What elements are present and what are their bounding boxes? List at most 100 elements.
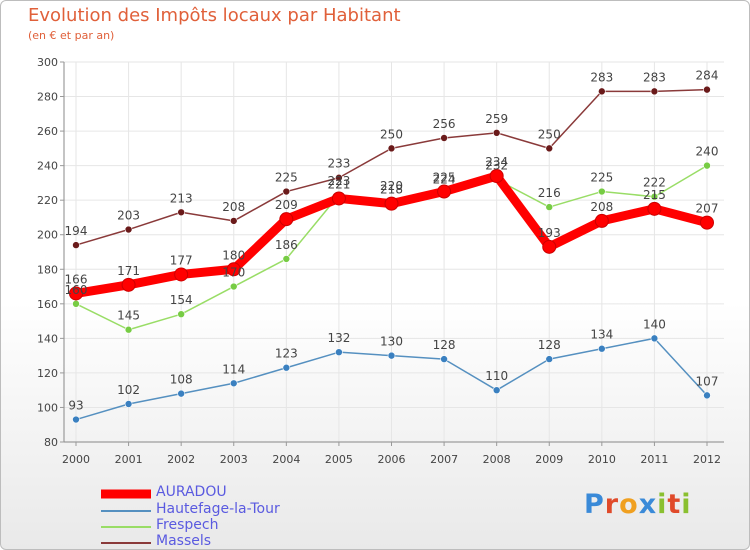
point-auradou (594, 213, 609, 228)
y-tick-label: 280 (37, 91, 58, 104)
data-label-auradou: 208 (590, 200, 613, 214)
data-label-massels: 250 (538, 127, 561, 141)
point-hautefage-la-tour (282, 363, 291, 372)
point-auradou (647, 201, 662, 216)
data-label-hautefage-la-tour: 114 (222, 362, 245, 376)
brand-logo: Proxiti (584, 489, 692, 520)
y-axis-ticks: 80 100 120 140 160 180 200 220 240 260 280 300 (37, 56, 64, 449)
point-auradou (69, 286, 83, 301)
data-label-massels: 203 (117, 209, 140, 223)
y-tick-label: 140 (37, 332, 58, 345)
point-hautefage-la-tour (335, 348, 343, 356)
data-label-auradou: 180 (222, 248, 245, 262)
point-hautefage-la-tour (72, 415, 80, 424)
point-hautefage-la-tour (440, 355, 448, 363)
y-tick-label: 180 (37, 263, 58, 276)
brand-letter: i (657, 489, 668, 520)
point-hautefage-la-tour (229, 379, 238, 388)
data-label-frespech: 216 (538, 186, 561, 200)
point-auradou (331, 191, 346, 206)
brand-letter: o (619, 489, 639, 520)
axes (63, 62, 724, 443)
data-label-hautefage-la-tour: 130 (380, 335, 403, 349)
brand-letter: x (638, 489, 658, 520)
point-frespech (598, 187, 606, 196)
data-label-massels: 213 (170, 191, 193, 205)
y-tick-label: 240 (37, 160, 58, 173)
point-auradou (384, 196, 399, 211)
data-label-hautefage-la-tour: 107 (696, 374, 719, 388)
legend-label-massels: Massels (156, 533, 212, 549)
data-label-auradou: 177 (170, 253, 193, 267)
x-tick-label: 2008 (483, 453, 511, 466)
data-label-auradou: 218 (380, 183, 403, 197)
data-label-auradou: 234 (485, 155, 508, 169)
brand-letter: P (584, 489, 605, 520)
data-label-frespech: 224 (433, 172, 456, 186)
point-auradou (489, 169, 504, 183)
data-label-auradou: 225 (433, 171, 456, 185)
data-label-hautefage-la-tour: 128 (538, 338, 561, 352)
chart-subtitle: (en € et par an) (28, 29, 115, 42)
data-label-massels: 225 (275, 171, 298, 185)
point-massels (72, 241, 80, 249)
point-massels (229, 217, 238, 225)
data-label-auradou: 207 (696, 202, 719, 216)
data-label-hautefage-la-tour: 110 (485, 369, 508, 383)
x-tick-label: 2006 (378, 453, 406, 466)
x-tick-label: 2009 (535, 453, 563, 466)
point-hautefage-la-tour (124, 400, 133, 408)
point-massels (492, 129, 501, 137)
brand-letter: r (604, 489, 620, 520)
y-tick-label: 220 (37, 194, 58, 207)
data-label-auradou: 209 (275, 198, 298, 212)
x-tick-label: 2003 (220, 453, 248, 466)
point-hautefage-la-tour (598, 344, 606, 353)
point-massels (335, 173, 343, 182)
x-tick-label: 2001 (115, 453, 143, 466)
x-tick-label: 2010 (588, 453, 616, 466)
point-massels (440, 134, 448, 142)
y-tick-label: 260 (37, 125, 58, 138)
data-label-hautefage-la-tour: 108 (170, 373, 193, 387)
point-auradou (437, 184, 452, 199)
point-hautefage-la-tour (177, 389, 185, 398)
x-axis-ticks: 2000 2001 2002 2003 2004 2005 2006 2007 2008 2009… (62, 442, 721, 466)
point-frespech (72, 300, 80, 308)
point-hautefage-la-tour (387, 351, 396, 360)
point-auradou (174, 267, 189, 282)
data-label-frespech: 225 (590, 171, 613, 185)
x-tick-label: 2012 (693, 453, 721, 466)
data-label-hautefage-la-tour: 134 (590, 328, 613, 342)
point-auradou (542, 239, 557, 254)
brand-letter: t (667, 489, 682, 520)
point-massels (545, 144, 554, 153)
data-label-auradou: 166 (65, 272, 88, 286)
point-massels (282, 187, 291, 196)
data-label-massels: 283 (643, 70, 666, 84)
point-massels (177, 208, 185, 217)
grid (64, 61, 724, 443)
point-massels (387, 144, 396, 153)
point-auradou (226, 262, 241, 277)
y-tick-label: 200 (37, 229, 58, 242)
point-massels (703, 85, 711, 94)
y-tick-label: 100 (37, 401, 58, 414)
point-hautefage-la-tour (650, 334, 659, 343)
data-label-massels: 283 (590, 70, 613, 84)
point-hautefage-la-tour (545, 355, 554, 363)
data-label-hautefage-la-tour: 128 (433, 338, 456, 352)
point-frespech (545, 203, 554, 211)
data-label-auradou: 193 (538, 226, 561, 240)
point-massels (124, 225, 133, 234)
data-label-hautefage-la-tour: 123 (275, 347, 298, 361)
legend-label-frespech: Frespech (156, 517, 219, 533)
brand-letter: i (681, 489, 692, 520)
point-hautefage-la-tour (492, 386, 501, 394)
y-tick-label: 160 (37, 298, 58, 311)
data-label-hautefage-la-tour: 93 (68, 399, 83, 413)
data-label-massels: 233 (327, 157, 350, 171)
data-label-massels: 208 (222, 200, 245, 214)
